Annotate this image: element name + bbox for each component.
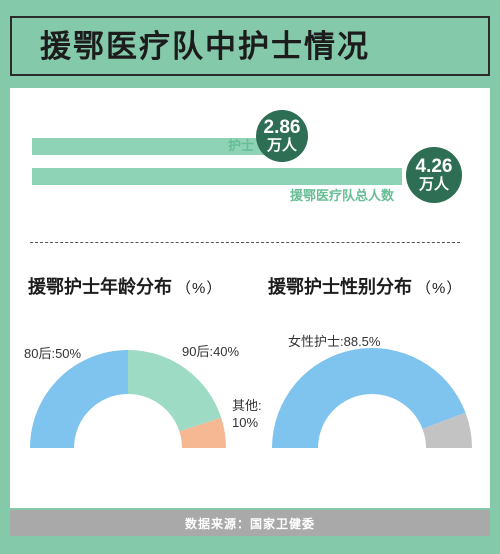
badge-nurses: 2.86 万人 (256, 110, 308, 162)
age-slice-label-1: 90后:40% (182, 344, 240, 359)
content-panel: 护士 2.86 万人 援鄂医疗队总人数 4.26 万人 援鄂护士年龄分布 （%） … (10, 88, 490, 508)
bar-nurses (32, 138, 281, 155)
bar-label-total: 援鄂医疗队总人数 (290, 188, 395, 203)
bar-label-nurses: 护士 (228, 138, 255, 153)
source-text: 数据来源：国家卫健委 (184, 516, 315, 531)
gender-chart-unit: （%） (416, 280, 463, 297)
badge-nurses-unit: 万人 (266, 137, 297, 155)
age-slice-0 (30, 350, 128, 448)
gender-slice-label-0: 女性护士:88.5% (288, 334, 381, 349)
badge-nurses-value: 2.86 (263, 117, 301, 139)
divider (30, 242, 460, 243)
age-slice-label-2-0: 其他: (232, 398, 262, 413)
badge-total-value: 4.26 (415, 156, 453, 178)
gender-chart-title-text: 援鄂护士性别分布 (268, 277, 412, 297)
age-slice-2 (179, 417, 226, 448)
gender-slice-1 (422, 412, 472, 448)
title-bar: 援鄂医疗队中护士情况 (10, 16, 490, 76)
age-chart-unit: （%） (176, 280, 223, 297)
bar-total (32, 168, 402, 185)
age-chart-title-text: 援鄂护士年龄分布 (28, 277, 172, 297)
age-slice-label-0: 80后:50% (24, 346, 82, 361)
gender-chart-title: 援鄂护士性别分布 （%） (268, 273, 462, 299)
donut-charts: 80后:50% 90后:40% 其他: 10% 女性护士:88.5% (24, 334, 472, 448)
age-slice-label-2-1: 10% (232, 415, 258, 430)
age-chart-title: 援鄂护士年龄分布 （%） (28, 273, 222, 299)
badge-total-unit: 万人 (418, 176, 449, 194)
badge-total: 4.26 万人 (406, 147, 462, 203)
footer: 数据来源：国家卫健委 (10, 510, 490, 536)
page-title: 援鄂医疗队中护士情况 (40, 29, 370, 64)
age-slice-1 (128, 350, 222, 432)
gender-slice-0 (272, 348, 466, 448)
